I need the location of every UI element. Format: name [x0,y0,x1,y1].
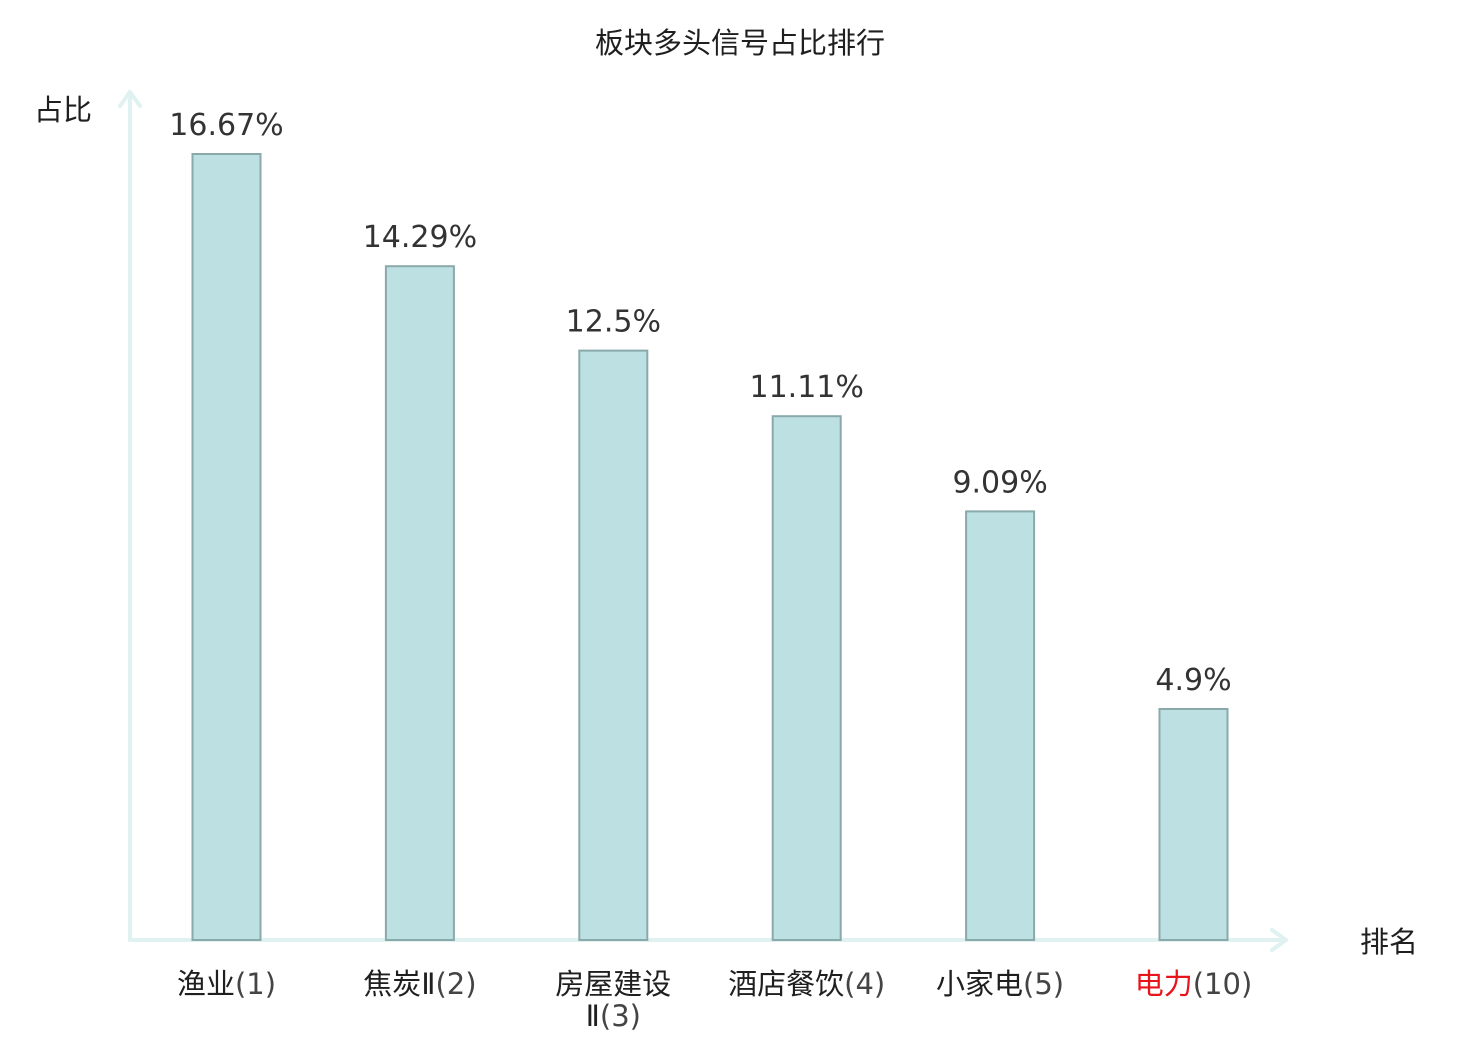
chart-title: 板块多头信号占比排行 [595,26,885,60]
category-labels-group: 渔业(1) 焦炭Ⅱ(2) 房屋建设 Ⅱ(3) 酒店餐饮(4) 小家电(5) 电力(10) [177,967,1252,1033]
value-label-3: 12.5% [566,305,661,340]
value-label-2: 14.29% [363,220,477,255]
bar-4 [771,415,842,941]
x-axis-label: 排名 [1360,925,1418,959]
category-label-5: 小家电(5) [936,967,1064,1001]
category-label-1: 渔业(1) [177,967,276,1001]
value-labels-group: 16.67% 14.29% 12.5% 11.11% 9.09% 4.9% [169,108,1231,698]
value-label-1: 16.67% [169,108,283,143]
value-label-5: 9.09% [952,465,1047,500]
category-label-4: 酒店餐饮(4) [728,967,885,1001]
y-axis-arrowhead [118,90,142,108]
bars-group [191,153,1229,942]
x-axis-arrowhead [1270,928,1288,952]
category-label-6: 电力(10) [1135,967,1253,1001]
category-label-3: 房屋建设 Ⅱ(3) [555,967,671,1033]
bar-2 [384,265,455,941]
category-label-2: 焦炭Ⅱ(2) [363,967,476,1001]
y-axis-label: 占比 [34,93,92,127]
axes [118,90,1288,952]
value-label-6: 4.9% [1155,663,1231,698]
bar-1 [191,153,262,941]
bar-3 [578,349,649,942]
value-label-4: 11.11% [750,370,864,405]
bar-5 [965,510,1036,941]
bar-6 [1158,708,1229,941]
